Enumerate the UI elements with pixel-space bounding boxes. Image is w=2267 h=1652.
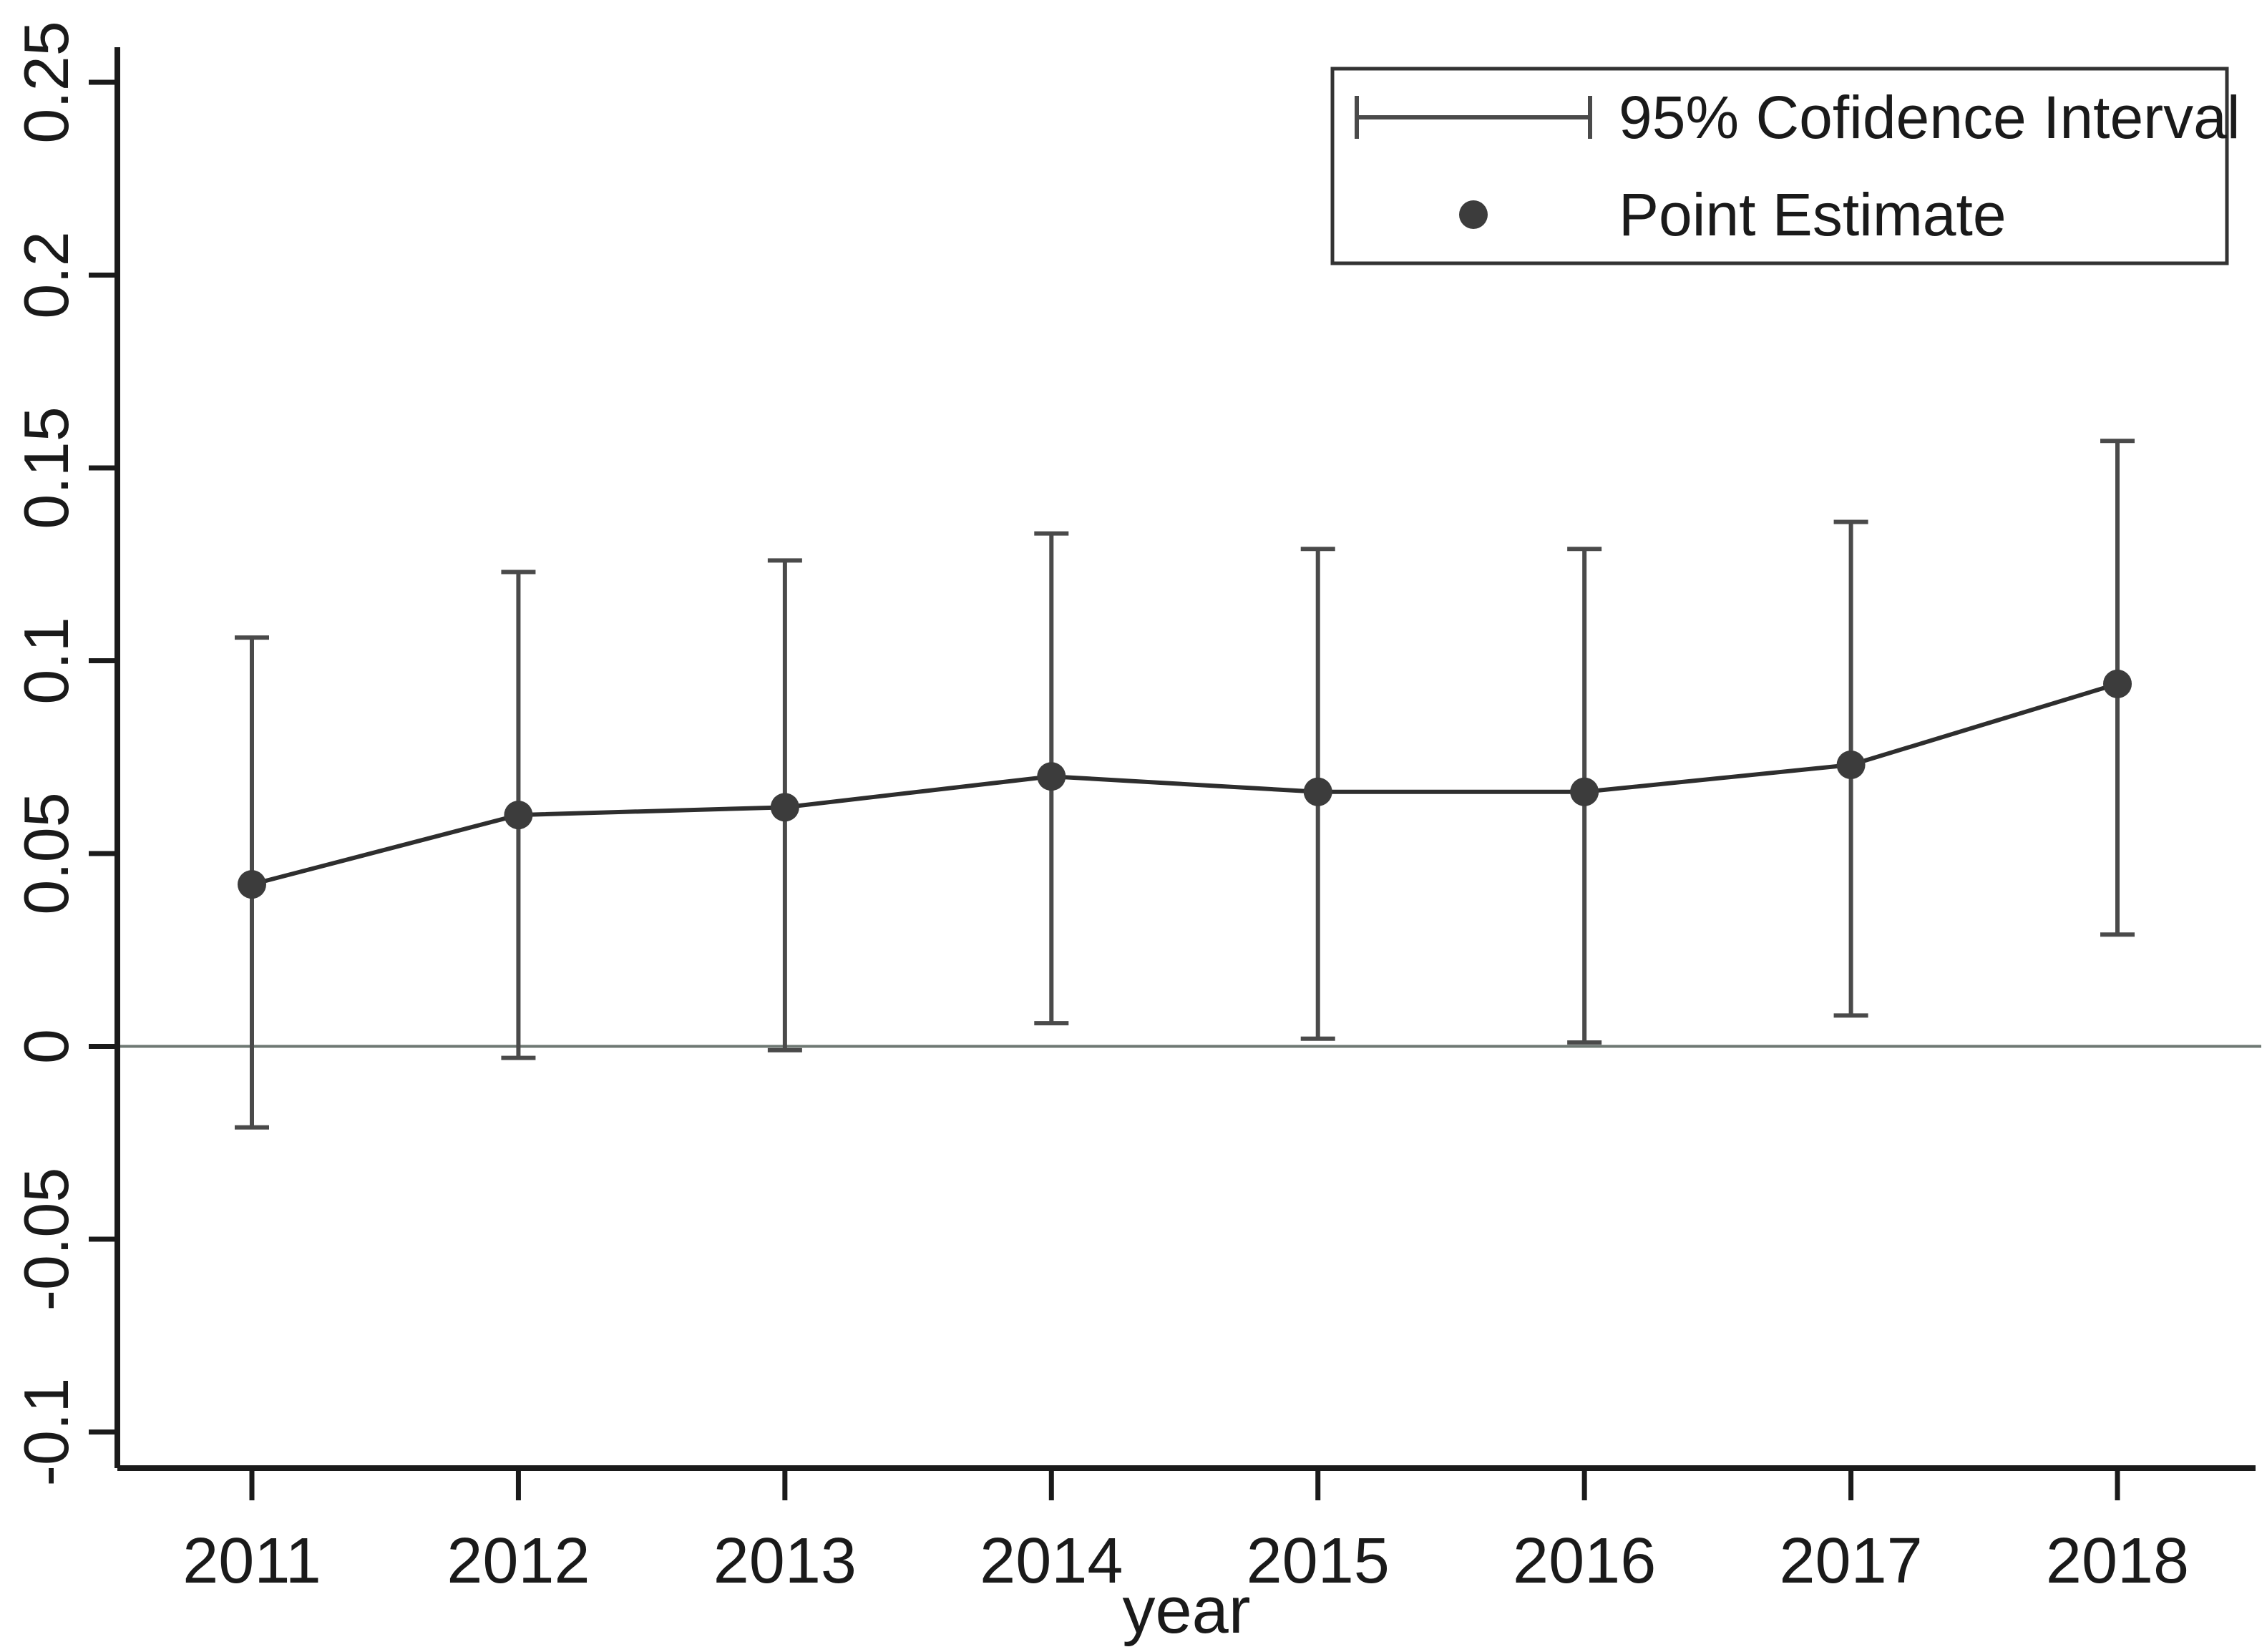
y-tick-label: 0.05 [11,792,82,914]
y-tick-label: 0.2 [11,231,82,318]
y-tick-label: 0 [11,1029,82,1064]
y-tick-label: 0.25 [11,21,82,143]
plot-area: 0.25 0.2 0.15 0.1 0.05 0 -0.05 -0.1 2011 2012 2013… [11,21,2261,1647]
x-tick-label: 2016 [1513,1525,1656,1597]
estimate-line [251,681,2118,887]
point-marker-2012 [504,801,533,830]
point-marker-2016 [1570,777,1599,806]
x-tick-label: 2012 [447,1525,590,1597]
x-tick-label: 2011 [182,1525,321,1597]
point-marker-2018 [2103,669,2132,698]
y-tick-label: 0.1 [11,617,82,704]
x-tick-label: 2013 [713,1525,857,1597]
x-tick-label: 2017 [1779,1525,1922,1597]
y-tick-label: -0.1 [11,1378,82,1487]
legend-label-ci: 95% Cofidence Interval [1619,84,2241,151]
y-tick-label: 0.15 [11,406,82,529]
y-tick-label: -0.05 [11,1168,82,1311]
x-tick-label: 2018 [2046,1525,2189,1597]
point-marker-2013 [770,793,799,822]
x-tick-label: 2014 [980,1525,1123,1597]
ci-errorbar-swatch-icon [1355,96,1592,139]
point-estimate-swatch-icon [1459,200,1488,229]
point-marker-2014 [1037,762,1066,791]
point-marker-2017 [1836,751,1866,780]
x-tick-label: 2015 [1247,1525,1390,1597]
point-marker-2011 [238,870,266,899]
legend-label-point: Point Estimate [1619,181,2007,248]
point-marker-2015 [1303,777,1332,806]
legend-border [1330,67,2229,265]
legend-box: 95% Cofidence Interval Point Estimate [1330,67,2241,265]
x-axis-title: year [1123,1574,1251,1647]
